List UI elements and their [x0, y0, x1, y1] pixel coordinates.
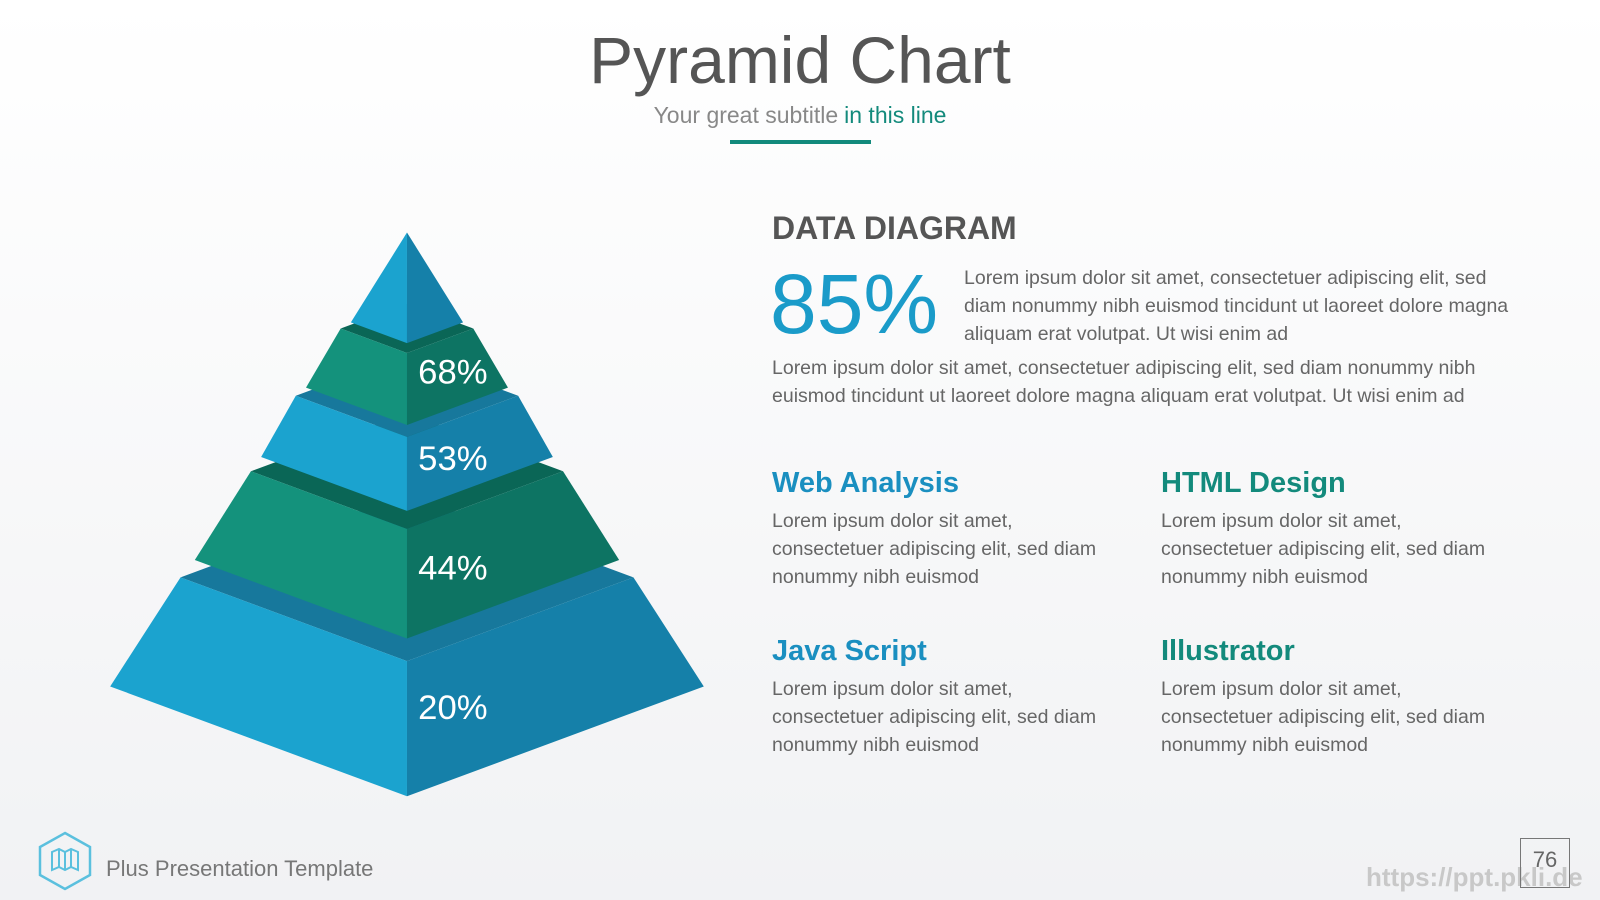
- layer-left: [194, 471, 407, 639]
- subtitle: Your great subtitle in this line: [0, 102, 1600, 129]
- item-title: HTML Design: [1161, 467, 1346, 499]
- stat: 85%: [770, 257, 939, 351]
- layer-right: [406, 577, 704, 797]
- layer-right: [406, 471, 620, 639]
- title-rule: [730, 140, 871, 144]
- item-text: Lorem ipsum dolor sit amet, consectetuer…: [1161, 678, 1486, 756]
- subtitle-highlight: in this line: [844, 102, 947, 128]
- title: Pyramid Chart: [589, 23, 1011, 97]
- layer-label: 44%: [418, 549, 487, 587]
- pyramid-group: 68% 53% 44% 20%: [110, 232, 704, 797]
- item-text: Lorem ipsum dolor sit amet, consectetuer…: [772, 510, 1097, 588]
- layer-label: 53%: [418, 440, 487, 478]
- subtitle-text: Your great subtitle: [653, 102, 839, 128]
- layer-left: [306, 328, 407, 425]
- layer-left: [110, 577, 407, 797]
- brand-icon: [38, 831, 92, 891]
- layer-label: 20%: [418, 689, 487, 727]
- layer-left: [261, 395, 407, 511]
- stat-text: Lorem ipsum dolor sit amet, consectetuer…: [964, 267, 1509, 345]
- brand-text: Plus Presentation Template: [106, 856, 374, 881]
- section-heading: DATA DIAGRAM: [772, 210, 1017, 246]
- layer-right: [406, 395, 553, 511]
- paragraph: Lorem ipsum dolor sit amet, consectetuer…: [772, 357, 1476, 407]
- item-title: Java Script: [772, 635, 927, 667]
- item-text: Lorem ipsum dolor sit amet, consectetuer…: [1161, 510, 1486, 588]
- cap-right: [406, 232, 464, 344]
- page-number: 76: [1520, 838, 1570, 888]
- cap-left: [350, 232, 407, 344]
- item-title: Web Analysis: [772, 467, 959, 499]
- layer-right: [406, 328, 508, 425]
- pyramid: 68% 53% 44% 20%: [110, 232, 704, 797]
- item-text: Lorem ipsum dolor sit amet, consectetuer…: [772, 678, 1097, 756]
- layer-label: 68%: [418, 354, 487, 392]
- item-title: Illustrator: [1161, 635, 1295, 667]
